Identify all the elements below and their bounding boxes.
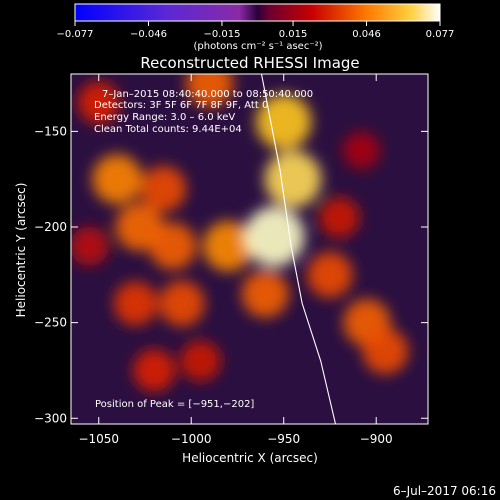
colorbar-tick-label: −0.046 [130, 29, 167, 40]
heat-source-13 [241, 270, 289, 318]
heat-source-3 [203, 220, 254, 272]
heat-source-19 [77, 81, 120, 124]
colorbar-tick-label: 0.077 [426, 29, 455, 40]
plot-area [71, 74, 428, 424]
y-tick-label: −300 [34, 411, 67, 425]
annotation-energy-range: Energy Range: 3.0 – 6.0 keV [94, 112, 235, 123]
heat-source-18 [342, 131, 381, 170]
annotations: 7–Jan–2015 08:40:40.000 to 08:50:40.000 … [94, 89, 313, 410]
heat-source-2 [149, 222, 197, 270]
annotation-peak-position: Position of Peak = [−951,−202] [95, 399, 254, 410]
heat-source-14 [307, 252, 353, 298]
x-axis-label: Heliocentric X (arcsec) [182, 451, 318, 465]
x-tick-label: −950 [267, 432, 300, 446]
heat-source-0 [92, 154, 143, 205]
heat-source-5 [264, 150, 322, 208]
colorbar: −0.077 −0.046 −0.015 0.015 0.046 0.077 (photo… [56, 3, 454, 52]
heat-source-11 [133, 349, 176, 392]
annotation-clean-counts: Clean Total counts: 9.44E+04 [94, 124, 242, 135]
x-tick-label: −900 [360, 432, 393, 446]
solar-limb-line [260, 74, 337, 424]
y-axis: −150 −200 −250 −300 [34, 124, 428, 425]
heat-source-9 [113, 281, 158, 326]
heat-source-7 [186, 74, 234, 108]
colorbar-tick-label: −0.015 [203, 29, 240, 40]
colorbar-gradient [74, 3, 441, 22]
colorbar-ticks: −0.077 −0.046 −0.015 0.015 0.046 0.077 [56, 21, 454, 40]
annotation-detectors: Detectors: 3F 5F 6F 7F 8F 9F, Att 0 [94, 100, 268, 111]
colorbar-unit: (photons cm⁻² s⁻¹ asec⁻²) [193, 41, 322, 52]
x-tick-label: −1050 [78, 432, 119, 446]
y-tick-label: −200 [34, 220, 67, 234]
heatmap-layer [71, 74, 409, 392]
heat-source-6 [256, 94, 312, 150]
heat-source-17 [318, 197, 360, 238]
colorbar-tick-label: −0.077 [56, 29, 93, 40]
footer-timestamp: 6–Jul–2017 06:16 [393, 484, 496, 498]
chart-title: Reconstructed RHESSI Image [140, 54, 359, 72]
heat-source-12 [180, 340, 221, 382]
x-tick-label: −1000 [171, 432, 212, 446]
heat-source-16 [362, 328, 409, 375]
colorbar-tick-label: 0.015 [279, 29, 308, 40]
x-axis: −1050 −1000 −950 −900 [78, 74, 393, 446]
y-axis-label: Heliocentric Y (arcsec) [14, 183, 28, 318]
annotation-time-range: 7–Jan–2015 08:40:40.000 to 08:50:40.000 [102, 89, 313, 100]
y-tick-label: −250 [34, 316, 67, 330]
y-tick-label: −150 [34, 124, 67, 138]
heat-source-20 [71, 226, 110, 266]
heat-source-8 [140, 165, 187, 212]
heat-source-10 [159, 280, 205, 327]
heat-source-4 [244, 206, 305, 267]
colorbar-tick-label: 0.046 [352, 29, 381, 40]
plot-frame [70, 73, 429, 425]
